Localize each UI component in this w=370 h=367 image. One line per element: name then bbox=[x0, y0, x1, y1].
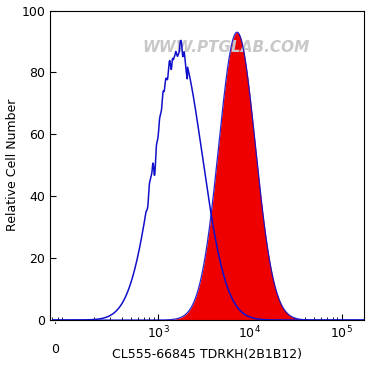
X-axis label: CL555-66845 TDRKH(2B1B12): CL555-66845 TDRKH(2B1B12) bbox=[112, 348, 302, 361]
Text: WWW.PTGLAB.COM: WWW.PTGLAB.COM bbox=[142, 40, 310, 55]
Y-axis label: Relative Cell Number: Relative Cell Number bbox=[6, 99, 18, 232]
Text: 0: 0 bbox=[51, 343, 60, 356]
